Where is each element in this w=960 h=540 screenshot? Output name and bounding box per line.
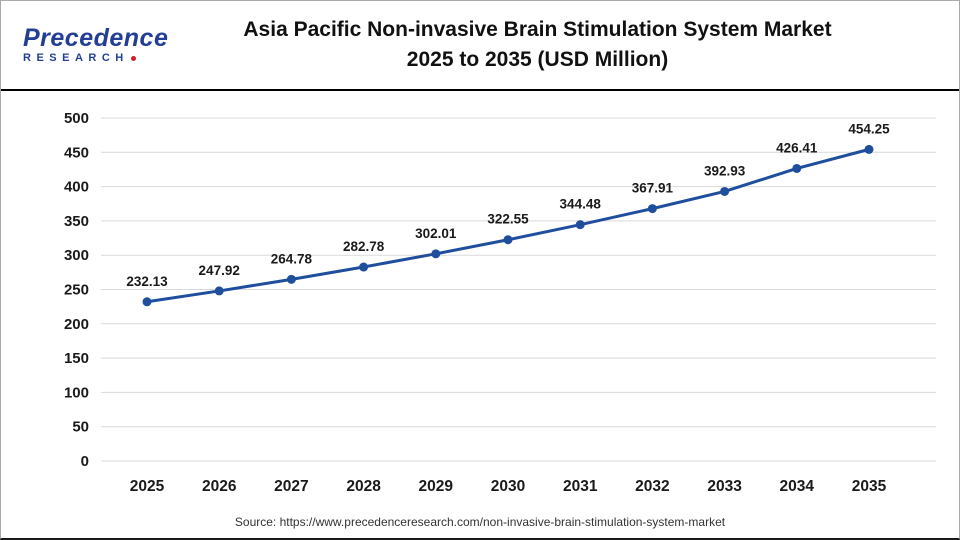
- y-tick-label: 50: [72, 419, 89, 436]
- chart-point: [503, 235, 513, 245]
- chart-svg: 0 50 100 150 200 250 300 350 400 450 500 2025 2026 20…: [64, 110, 936, 495]
- logo-red-dot-icon: [130, 55, 136, 61]
- chart-point: [359, 262, 369, 272]
- point-label: 454.25: [848, 121, 890, 136]
- x-tick-label: 2032: [635, 478, 669, 495]
- y-tick-label: 150: [64, 350, 89, 367]
- x-tick-label: 2031: [563, 478, 598, 495]
- chart-point: [142, 297, 152, 307]
- y-tick-label: 0: [81, 453, 89, 470]
- precedence-logo: Precedence RESEARCH: [1, 25, 186, 65]
- header: Precedence RESEARCH Asia Pacific Non-inv…: [1, 1, 959, 91]
- x-tick-label: 2030: [491, 478, 525, 495]
- y-tick-label: 250: [64, 282, 89, 299]
- x-tick-label: 2029: [419, 478, 454, 495]
- x-tick-label: 2028: [346, 478, 381, 495]
- chart-title: Asia Pacific Non-invasive Brain Stimulat…: [186, 15, 959, 75]
- point-label: 282.78: [343, 239, 385, 254]
- logo-wordmark: Precedence: [23, 24, 169, 52]
- point-label: 302.01: [415, 226, 457, 241]
- point-label: 322.55: [487, 212, 529, 227]
- chart-point: [431, 249, 441, 259]
- point-label: 426.41: [776, 140, 818, 155]
- point-label: 344.48: [560, 197, 602, 212]
- point-label: 367.91: [632, 181, 674, 196]
- y-tick-label: 100: [64, 384, 89, 401]
- x-tick-label: 2025: [130, 478, 165, 495]
- source-text: Source: https://www.precedenceresearch.c…: [234, 515, 726, 529]
- chart-point: [647, 204, 657, 214]
- point-label: 264.78: [271, 251, 313, 266]
- point-label: 232.13: [126, 274, 168, 289]
- y-tick-label: 300: [64, 247, 89, 264]
- point-label: 247.92: [199, 263, 240, 278]
- y-tick-label: 350: [64, 213, 89, 230]
- chart-title-line1: Asia Pacific Non-invasive Brain Stimulat…: [243, 18, 832, 41]
- y-tick-label: 500: [64, 110, 89, 127]
- chart-title-line2: 2025 to 2035 (USD Million): [406, 48, 669, 71]
- y-tick-label: 450: [64, 144, 89, 161]
- logo-subtext: RESEARCH: [23, 51, 186, 65]
- logo-subtext-label: RESEARCH: [23, 52, 129, 64]
- y-tick-label: 400: [64, 179, 89, 196]
- x-tick-label: 2026: [202, 478, 237, 495]
- chart-point: [864, 144, 874, 154]
- x-tick-label: 2034: [780, 478, 815, 495]
- chart-point: [575, 220, 585, 230]
- chart-point: [214, 286, 224, 296]
- chart-point: [792, 163, 802, 173]
- chart-point: [286, 274, 296, 284]
- x-tick-label: 2033: [707, 478, 742, 495]
- x-tick-label: 2035: [852, 478, 887, 495]
- chart-point: [720, 186, 730, 196]
- x-tick-label: 2027: [274, 478, 308, 495]
- point-label: 392.93: [704, 163, 746, 178]
- y-tick-label: 200: [64, 316, 89, 333]
